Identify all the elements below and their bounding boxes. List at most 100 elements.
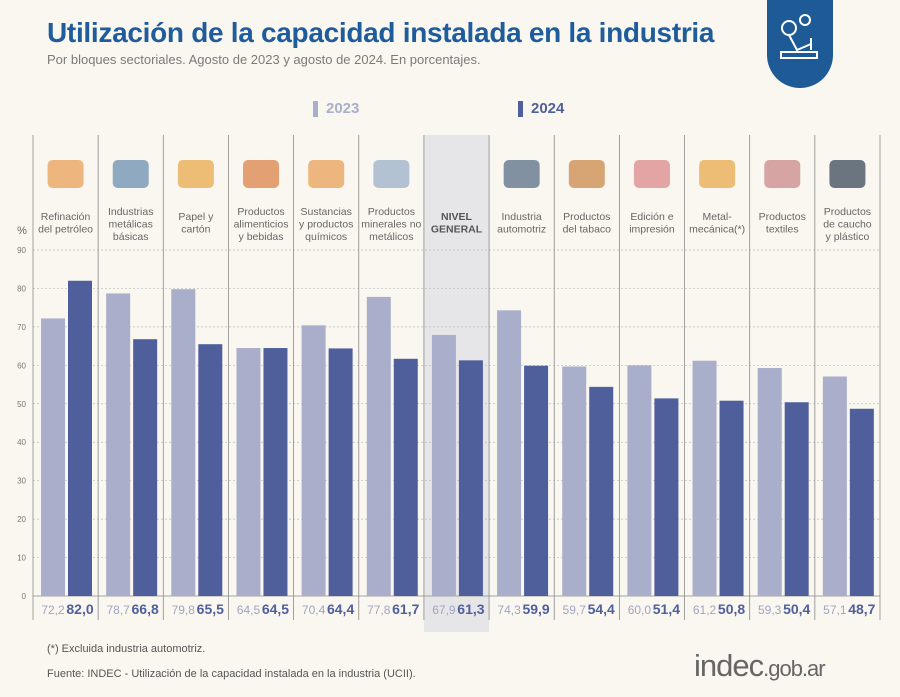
data-label-2023: 77,8	[367, 603, 391, 617]
source-note: Fuente: INDEC - Utilización de la capaci…	[47, 668, 416, 680]
category-label: Papel y	[178, 211, 214, 223]
data-label-2024: 61,3	[457, 601, 484, 617]
bar-2024	[133, 339, 158, 596]
category-label: Productos	[759, 211, 806, 223]
category-icon	[177, 160, 214, 188]
page-subtitle: Por bloques sectoriales. Agosto de 2023 …	[47, 52, 481, 67]
data-label-2023: 72,2	[41, 603, 65, 617]
data-label-2024: 54,4	[588, 601, 615, 617]
legend-swatch	[518, 100, 523, 117]
category-label: NIVEL	[441, 211, 473, 223]
data-label-2024: 50,8	[718, 601, 745, 617]
y-tick-label: 20	[17, 515, 26, 524]
category-label: Productos	[824, 206, 871, 218]
category-label: del petróleo	[38, 224, 93, 236]
bar-2023	[497, 310, 522, 596]
data-label-2023: 61,2	[693, 603, 717, 617]
category-label: Metal-	[703, 211, 733, 223]
data-label-2023: 78,7	[106, 603, 130, 617]
bar-2024	[458, 360, 483, 596]
legend-2023: 2023	[313, 100, 359, 117]
data-label-2023: 79,8	[172, 603, 196, 617]
data-label-2024: 50,4	[783, 601, 810, 617]
footnote: (*) Excluida industria automotriz.	[47, 643, 206, 655]
category-icon	[829, 160, 866, 188]
data-label-2023: 70,4	[302, 603, 326, 617]
category-label: metálicas	[109, 219, 153, 231]
y-tick-label: 90	[17, 246, 26, 255]
category-icon	[699, 160, 736, 188]
y-tick-label: 60	[17, 361, 26, 370]
category-icon	[764, 160, 801, 188]
data-label-2023: 67,9	[432, 603, 456, 617]
bar-2023	[627, 365, 652, 596]
category-icon	[47, 160, 84, 188]
category-label: minerales no	[361, 219, 421, 231]
category-label: Refinación	[41, 211, 91, 223]
data-label-2024: 64,5	[262, 601, 289, 617]
bar-2024	[719, 400, 744, 596]
category-label: GENERAL	[431, 224, 483, 236]
category-label: Edición e	[630, 211, 673, 223]
bar-2024	[654, 398, 679, 596]
category-label: y plástico	[826, 231, 870, 243]
bar-2023	[366, 296, 391, 596]
data-label-2024: 51,4	[653, 601, 680, 617]
category-label: mecánica(*)	[689, 224, 745, 236]
y-tick-label: 70	[17, 323, 26, 332]
category-label: Sustancias	[301, 206, 352, 218]
y-tick-label: 80	[17, 284, 26, 293]
page-title: Utilización de la capacidad instalada en…	[47, 17, 715, 48]
category-label: del tabaco	[563, 224, 612, 236]
industry-badge-icon	[767, 0, 833, 88]
data-label-2024: 66,8	[132, 601, 159, 617]
legend-2024: 2024	[518, 100, 564, 117]
y-tick-label: 40	[17, 438, 26, 447]
category-icon	[243, 160, 280, 188]
bar-2024	[198, 344, 223, 596]
legend-swatch	[313, 100, 318, 117]
y-tick-label: 10	[17, 554, 26, 563]
data-label-2024: 64,4	[327, 601, 354, 617]
y-tick-label: 50	[17, 400, 26, 409]
category-icon	[633, 160, 670, 188]
y-tick-label: 0	[22, 592, 27, 601]
category-icon	[373, 160, 410, 188]
y-tick-label: 30	[17, 477, 26, 486]
logo-suffix: .gob.ar	[763, 656, 825, 681]
bar-2024	[263, 348, 288, 596]
category-label: impresión	[629, 224, 675, 236]
bar-2023	[822, 376, 847, 596]
category-icon	[308, 160, 345, 188]
bar-2023	[431, 334, 456, 596]
bar-2023	[41, 318, 65, 596]
data-label-2023: 74,3	[497, 603, 521, 617]
category-label: Productos	[563, 211, 610, 223]
data-label-2023: 64,5	[237, 603, 261, 617]
category-label: automotriz	[497, 224, 546, 236]
category-icon	[503, 160, 540, 188]
bar-2024	[393, 358, 418, 596]
category-icon	[568, 160, 605, 188]
data-label-2023: 59,7	[563, 603, 587, 617]
data-label-2024: 59,9	[522, 601, 549, 617]
legend-label: 2024	[531, 100, 565, 117]
bar-2024	[524, 365, 549, 596]
bar-2023	[236, 348, 261, 596]
data-label-2023: 57,1	[823, 603, 847, 617]
category-label: Productos	[237, 206, 284, 218]
data-label-2024: 82,0	[66, 601, 93, 617]
category-label: textiles	[766, 224, 799, 236]
bar-2023	[757, 368, 782, 596]
category-icon	[112, 160, 149, 188]
category-label: Industria	[502, 211, 542, 223]
category-label: alimenticios	[234, 219, 289, 231]
category-label: básicas	[113, 231, 149, 243]
bar-2023	[692, 360, 717, 596]
bar-2024	[589, 386, 614, 596]
category-label: Industrias	[108, 206, 154, 218]
legend-label: 2023	[326, 100, 360, 117]
bar-2023	[171, 289, 196, 596]
